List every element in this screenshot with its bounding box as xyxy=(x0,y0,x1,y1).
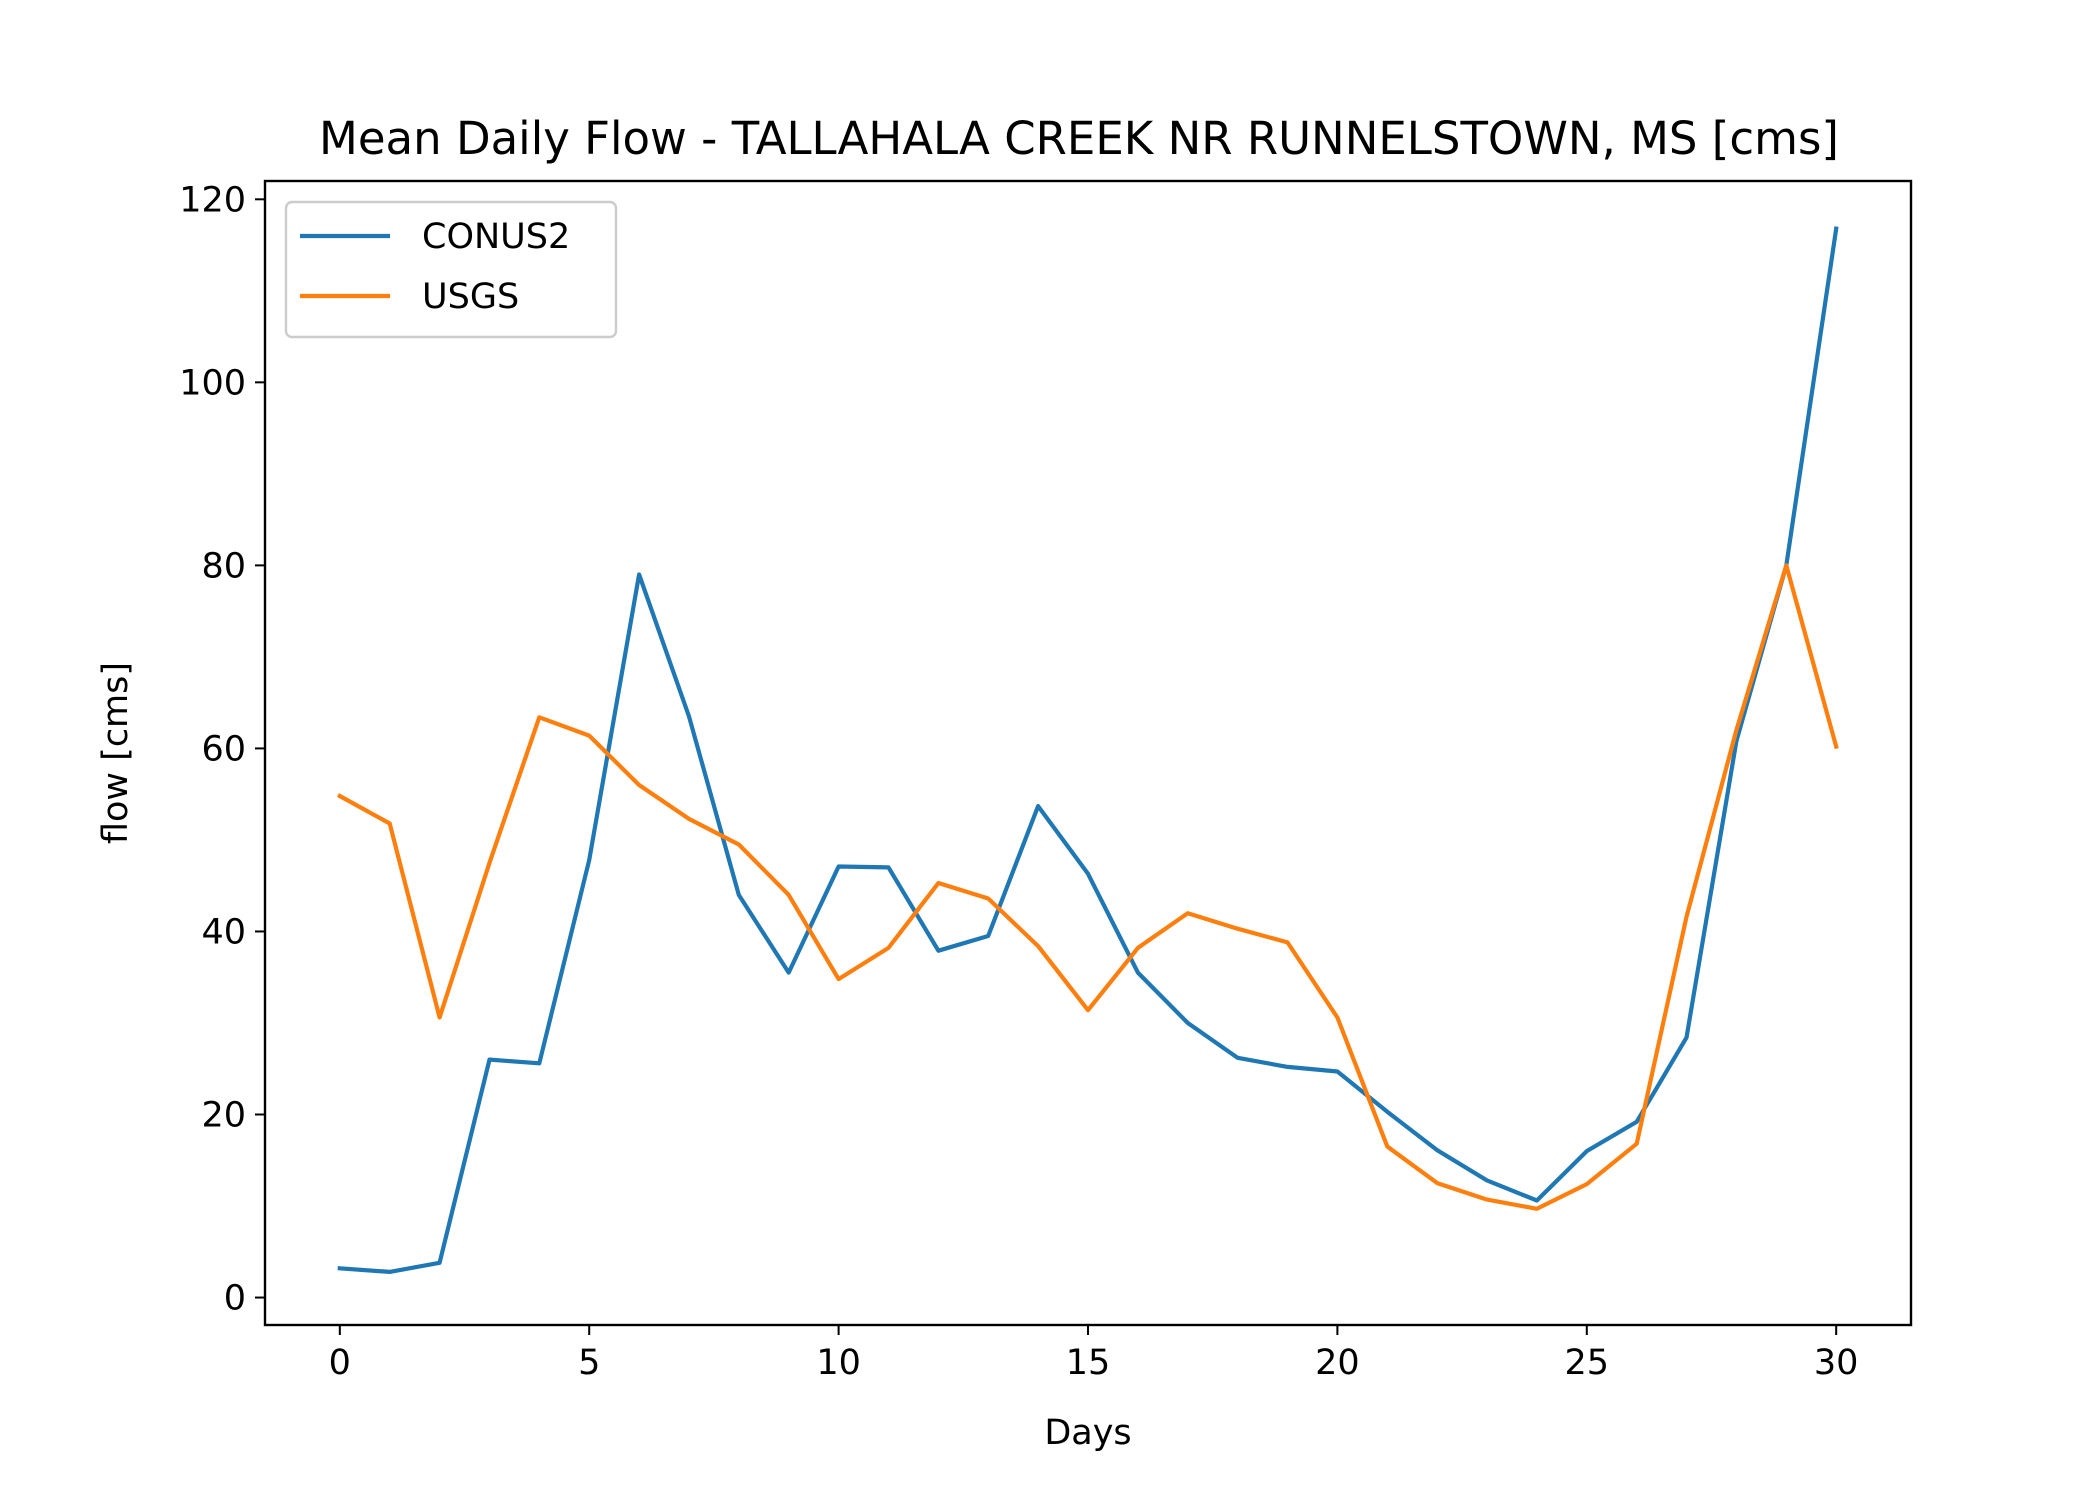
x-tick-label: 5 xyxy=(578,1343,600,1383)
series-line-usgs xyxy=(336,563,1839,1211)
x-tick-label: 0 xyxy=(329,1343,351,1383)
x-tick-label: 10 xyxy=(816,1343,861,1383)
y-tick-label: 100 xyxy=(179,363,246,403)
legend-label-conus2: CONUS2 xyxy=(422,217,570,257)
y-tick-label: 80 xyxy=(201,546,246,586)
legend: CONUS2 USGS xyxy=(284,200,618,339)
plot-area xyxy=(336,226,1839,1275)
y-tick-label: 0 xyxy=(224,1279,246,1319)
x-axis-label: Days xyxy=(1044,1413,1131,1453)
x-tick-label: 30 xyxy=(1814,1343,1859,1383)
y-tick-label: 60 xyxy=(201,729,246,769)
y-tick-label: 40 xyxy=(201,912,246,952)
x-tick-label: 25 xyxy=(1565,1343,1610,1383)
series-line-conus2 xyxy=(337,226,1839,1275)
y-axis-label: flow [cms] xyxy=(96,662,136,844)
x-tick-label: 20 xyxy=(1315,1343,1360,1383)
axes: 0 5 10 15 20 25 30 0 20 40 60 80 100 120 xyxy=(179,180,1858,1383)
y-tick-label: 20 xyxy=(201,1096,246,1136)
y-tick-label: 120 xyxy=(179,180,246,220)
x-tick-label: 15 xyxy=(1066,1343,1111,1383)
chart-title: Mean Daily Flow - TALLAHALA CREEK NR RUN… xyxy=(319,112,1839,165)
legend-label-usgs: USGS xyxy=(422,277,519,317)
plot-frame xyxy=(263,179,1913,1327)
